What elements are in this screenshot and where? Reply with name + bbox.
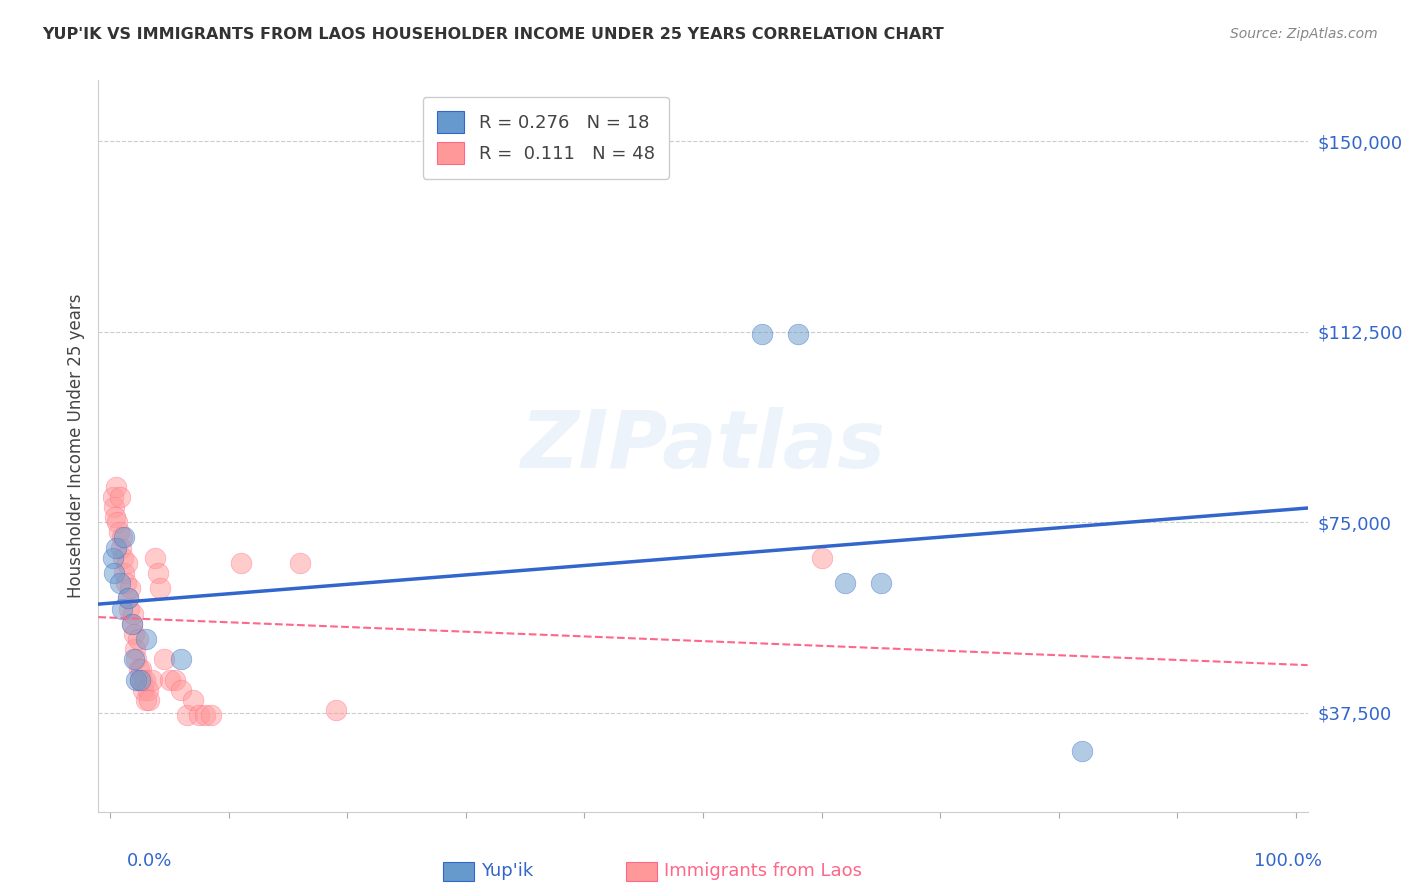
Point (152, 652, 174, 666)
Point (869, 576, 891, 591)
Point (786, 327, 808, 342)
Point (170, 682, 193, 697)
Point (110, 541, 132, 555)
Point (117, 591, 139, 606)
Point (103, 500, 125, 514)
Point (105, 480, 128, 494)
Point (132, 682, 155, 697)
Point (103, 566, 125, 580)
Point (121, 616, 143, 631)
Point (229, 556, 252, 570)
Point (124, 642, 146, 657)
Point (135, 693, 157, 707)
Point (105, 515, 128, 529)
Point (134, 673, 156, 687)
Point (176, 708, 198, 723)
Point (120, 581, 142, 595)
Point (165, 673, 187, 687)
Point (122, 627, 145, 641)
Text: 0.0%: 0.0% (127, 852, 172, 870)
Point (200, 708, 222, 723)
Point (105, 541, 128, 555)
Point (149, 581, 172, 595)
Point (121, 607, 143, 621)
Point (834, 576, 856, 591)
Point (188, 708, 211, 723)
Point (129, 673, 152, 687)
Point (170, 652, 193, 666)
Point (143, 550, 166, 565)
Text: Immigrants from Laos: Immigrants from Laos (664, 863, 862, 880)
Point (114, 530, 136, 544)
Point (115, 556, 138, 570)
Point (136, 682, 159, 697)
Point (194, 708, 217, 723)
Text: 100.0%: 100.0% (1254, 852, 1322, 870)
Point (1071, 744, 1094, 758)
Point (114, 576, 136, 591)
Point (138, 693, 160, 707)
Legend: R = 0.276   N = 18, R =  0.111   N = 48: R = 0.276 N = 18, R = 0.111 N = 48 (423, 96, 669, 178)
Point (146, 566, 169, 580)
Point (107, 525, 129, 540)
Point (122, 652, 145, 666)
Point (101, 550, 124, 565)
Point (129, 673, 152, 687)
Point (125, 652, 148, 666)
Point (127, 632, 149, 646)
Point (101, 490, 124, 504)
Point (111, 530, 134, 544)
Point (112, 550, 135, 565)
Point (141, 673, 163, 687)
Point (121, 616, 143, 631)
Text: Yup'ik: Yup'ik (481, 863, 533, 880)
Point (117, 591, 139, 606)
Point (288, 556, 311, 570)
Point (131, 673, 153, 687)
Y-axis label: Householder Income Under 25 years: Householder Income Under 25 years (66, 293, 84, 599)
Text: ZIPatlas: ZIPatlas (520, 407, 886, 485)
Point (135, 632, 157, 646)
Text: YUP'IK VS IMMIGRANTS FROM LAOS HOUSEHOLDER INCOME UNDER 25 YEARS CORRELATION CHA: YUP'IK VS IMMIGRANTS FROM LAOS HOUSEHOLD… (42, 27, 943, 42)
Point (108, 490, 131, 504)
Point (751, 327, 773, 342)
Point (104, 510, 127, 524)
Point (159, 673, 181, 687)
Point (325, 703, 347, 717)
Point (111, 601, 134, 615)
Point (118, 601, 141, 615)
Text: Source: ZipAtlas.com: Source: ZipAtlas.com (1230, 27, 1378, 41)
Point (125, 673, 148, 687)
Point (181, 693, 204, 707)
Point (129, 663, 152, 677)
Point (114, 566, 136, 580)
Point (128, 663, 150, 677)
Point (108, 576, 131, 591)
Point (810, 550, 832, 565)
